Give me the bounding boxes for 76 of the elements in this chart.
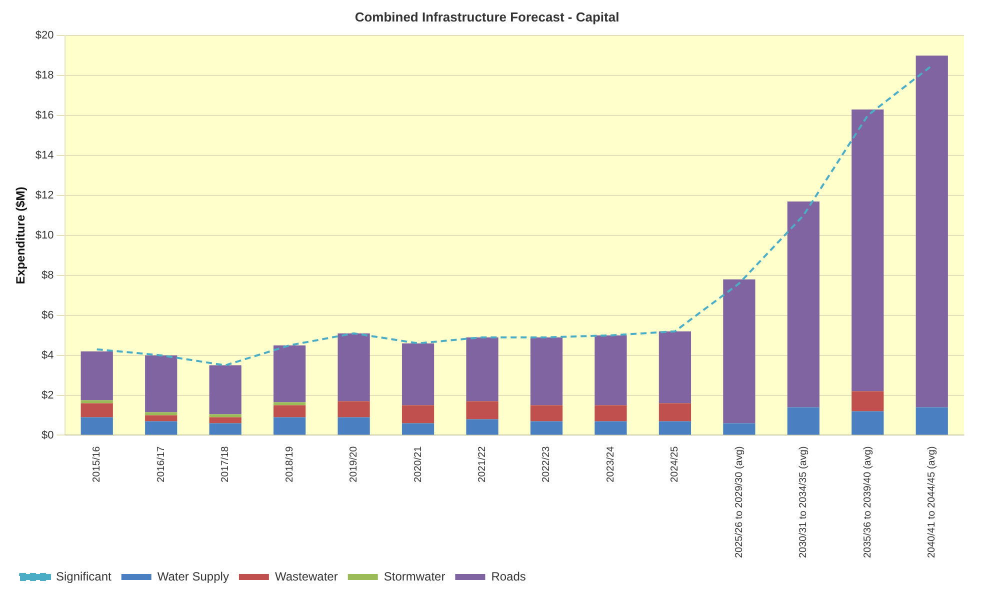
y-tick-label: $4 — [42, 349, 54, 362]
x-tick-label: 2040/41 to 2044/45 (avg) — [926, 446, 938, 558]
legend-label: Significant — [56, 569, 112, 584]
y-tick-label: $6 — [42, 309, 54, 322]
legend-label: Water Supply — [157, 569, 229, 584]
bar — [209, 417, 242, 424]
bar — [916, 407, 948, 435]
bar — [209, 365, 242, 414]
bar — [916, 56, 948, 408]
x-tick-label: 2017/18 — [220, 446, 232, 482]
legend-label: Stormwater — [384, 569, 446, 584]
bar — [594, 405, 627, 422]
bar — [852, 110, 884, 392]
bar — [466, 419, 498, 435]
x-tick-label: 2019/20 — [348, 446, 360, 482]
x-tick-label: 2020/21 — [412, 446, 424, 482]
x-tick-label: 2016/17 — [156, 446, 167, 482]
bar — [658, 403, 692, 422]
bar — [80, 403, 113, 418]
x-tick-label: 2015/16 — [92, 446, 103, 482]
y-tick-label: $16 — [35, 110, 54, 122]
bar — [594, 335, 627, 406]
bar — [530, 421, 563, 435]
bar — [80, 400, 113, 404]
y-axis-title: Expenditure ($M) — [14, 186, 28, 284]
bar — [338, 401, 370, 418]
bar — [530, 337, 563, 406]
bar — [658, 421, 692, 435]
bar — [145, 415, 178, 422]
bar — [145, 412, 178, 416]
bar — [723, 423, 756, 435]
line-series — [96, 64, 933, 366]
bar — [466, 337, 498, 402]
bar — [852, 411, 884, 435]
y-tick-label: $12 — [35, 189, 54, 202]
x-tick-label: 2018/19 — [284, 446, 296, 482]
y-tick-label: $8 — [42, 269, 54, 282]
y-tick-label: $14 — [35, 150, 54, 162]
x-tick-label: 2022/23 — [541, 446, 552, 482]
chart-title: Combined Infrastructure Forecast - Capital — [354, 9, 620, 24]
bar — [466, 401, 498, 420]
y-tick-label: $0 — [42, 429, 54, 442]
y-tick-label: $10 — [35, 229, 54, 242]
bar — [80, 417, 113, 435]
bar — [209, 414, 242, 418]
bar — [274, 405, 306, 418]
bar — [402, 423, 434, 435]
bar — [787, 201, 820, 408]
bar — [274, 402, 306, 406]
bar — [145, 421, 178, 435]
x-tick-label: 2035/36 to 2039/40 (avg) — [862, 446, 874, 558]
bar — [723, 279, 756, 424]
bar — [594, 421, 627, 435]
bar — [338, 333, 370, 402]
bar — [402, 343, 434, 406]
x-tick-label: 2030/31 to 2034/35 (avg) — [798, 446, 810, 558]
y-tick-label: $18 — [35, 70, 54, 82]
bar — [852, 391, 884, 412]
bar — [658, 331, 692, 404]
bar — [274, 345, 306, 402]
legend-label: Roads — [491, 569, 526, 584]
legend-label: Wastewater — [274, 569, 338, 584]
bar — [338, 417, 370, 435]
bar — [145, 355, 178, 412]
bar — [80, 351, 113, 400]
bar — [530, 405, 563, 422]
x-tick-label: 2021/22 — [477, 446, 488, 482]
bar — [787, 407, 820, 435]
bar — [274, 417, 306, 435]
x-tick-label: 2025/26 to 2029/30 (avg) — [734, 446, 745, 558]
y-tick-label: $2 — [42, 389, 54, 402]
x-tick-label: 2024/25 — [670, 446, 681, 482]
bar — [209, 423, 242, 435]
y-tick-label: $20 — [35, 30, 54, 42]
x-tick-label: 2023/24 — [605, 446, 616, 482]
bar — [402, 405, 434, 424]
